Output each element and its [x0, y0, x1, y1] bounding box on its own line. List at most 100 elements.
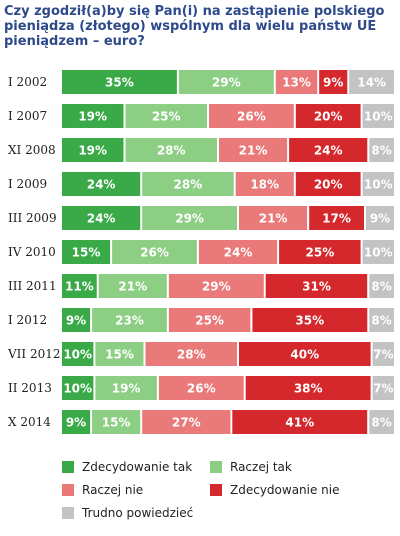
data-label: 40%: [290, 348, 319, 362]
legend-item: Trudno powiedzieć: [62, 506, 193, 520]
data-label: 29%: [212, 76, 241, 90]
bar-segment: [62, 206, 141, 230]
data-label: 15%: [72, 246, 101, 260]
legend-swatch: [62, 461, 74, 473]
bar-segment: [362, 104, 394, 128]
bar-segment: [265, 274, 368, 298]
bar-segment: [62, 104, 124, 128]
legend-item: Zdecydowanie nie: [210, 483, 340, 497]
bar-segment: [319, 70, 348, 94]
bar-segment: [239, 206, 308, 230]
data-label: 35%: [105, 76, 134, 90]
data-label: 8%: [371, 280, 391, 294]
legend-item: Raczej nie: [62, 483, 143, 497]
bar-segment: [362, 172, 394, 196]
data-label: 8%: [371, 144, 391, 158]
bar-segment: [142, 172, 234, 196]
bar-segment: [245, 376, 371, 400]
legend-swatch: [210, 484, 222, 496]
bar-segment: [125, 104, 207, 128]
bar-segment: [289, 138, 368, 162]
data-label: 25%: [306, 246, 335, 260]
bar-segment: [62, 70, 177, 94]
data-label: 7%: [373, 348, 393, 362]
category-label: VII 2012: [7, 347, 61, 361]
bar-segment: [235, 172, 294, 196]
data-label: 28%: [177, 348, 206, 362]
legend-label: Raczej nie: [82, 483, 143, 497]
data-label: 24%: [87, 212, 116, 226]
data-label: 26%: [140, 246, 169, 260]
data-label: 28%: [157, 144, 186, 158]
bar-segment: [349, 70, 394, 94]
bar-segment: [362, 240, 394, 264]
bar-segment: [62, 138, 124, 162]
bar-segment: [62, 240, 111, 264]
bar-segment: [369, 410, 394, 434]
bar-segment: [145, 342, 237, 366]
bar-segment: [232, 410, 368, 434]
bar-segment: [62, 274, 97, 298]
data-label: 8%: [371, 314, 391, 328]
data-label: 9%: [370, 212, 390, 226]
bar-segment: [309, 206, 364, 230]
category-label: X 2014: [8, 415, 51, 429]
bar-segment: [369, 308, 394, 332]
data-label: 9%: [66, 416, 86, 430]
category-label: I 2007: [8, 109, 47, 123]
bar-segment: [295, 172, 361, 196]
bar-segment: [62, 376, 94, 400]
data-label: 29%: [175, 212, 204, 226]
category-label: III 2011: [8, 279, 57, 293]
data-label: 10%: [364, 110, 393, 124]
data-label: 9%: [66, 314, 86, 328]
data-label: 7%: [373, 382, 393, 396]
bar-segment: [369, 274, 394, 298]
legend: Zdecydowanie tak Raczej tak Raczej nie Zdec…: [62, 460, 340, 520]
bar-row: I 2012 9% 23% 25% 35% 8%: [8, 308, 394, 332]
bar-segment: [295, 104, 361, 128]
bar-segment: [219, 138, 288, 162]
legend-item: Raczej tak: [210, 460, 292, 474]
category-label: IV 2010: [8, 245, 56, 259]
data-label: 19%: [78, 110, 107, 124]
data-label: 41%: [285, 416, 314, 430]
category-label: II 2013: [8, 381, 52, 395]
data-label: 21%: [259, 212, 288, 226]
bar-segment: [92, 410, 141, 434]
data-label: 26%: [237, 110, 266, 124]
data-label: 23%: [115, 314, 144, 328]
bar-segment: [62, 342, 94, 366]
bar-segment: [92, 308, 167, 332]
bar-segment: [279, 240, 361, 264]
bar-row: I 2009 24% 28% 18% 20% 10%: [8, 172, 394, 196]
bar-segment: [365, 206, 394, 230]
bar-row: XI 2008 19% 28% 21% 24% 8%: [8, 138, 394, 162]
data-label: 38%: [294, 382, 323, 396]
bar-row: I 2002 35% 29% 13% 9% 14%: [8, 70, 394, 94]
data-label: 35%: [295, 314, 324, 328]
category-label: III 2009: [8, 211, 57, 225]
data-label: 29%: [202, 280, 231, 294]
data-label: 24%: [87, 178, 116, 192]
bar-segment: [95, 376, 157, 400]
data-label: 25%: [152, 110, 181, 124]
bar-segment: [142, 410, 231, 434]
legend-item: Zdecydowanie tak: [62, 460, 192, 474]
data-label: 11%: [65, 280, 94, 294]
chart-title: Czy zgodził(a)by się Pan(i) na zastąpien…: [4, 4, 385, 49]
legend-label: Raczej tak: [230, 460, 292, 474]
legend-swatch: [62, 507, 74, 519]
bar-row: III 2009 24% 29% 21% 17% 9%: [8, 206, 394, 230]
bar-segment: [239, 342, 371, 366]
bar-segment: [209, 104, 294, 128]
category-label: I 2009: [8, 177, 47, 191]
data-label: 24%: [224, 246, 253, 260]
data-label: 25%: [195, 314, 224, 328]
bar-row: I 2007 19% 25% 26% 20% 10%: [8, 104, 394, 128]
bar-segment: [168, 308, 251, 332]
data-label: 17%: [322, 212, 351, 226]
bar-segment: [62, 410, 91, 434]
bar-segment: [98, 274, 167, 298]
category-label: I 2012: [8, 313, 47, 327]
